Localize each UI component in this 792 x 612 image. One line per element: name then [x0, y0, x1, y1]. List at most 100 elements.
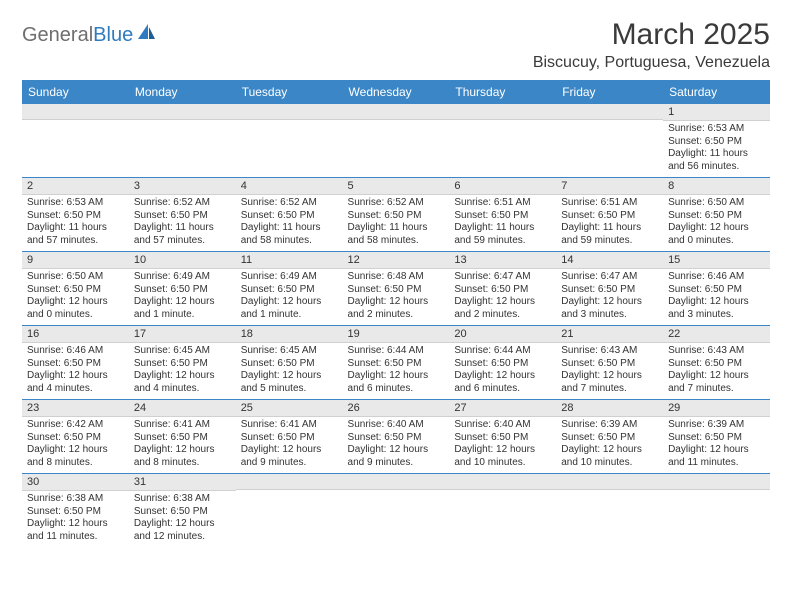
day-line: Sunrise: 6:41 AM	[241, 419, 338, 432]
calendar-cell: 7Sunrise: 6:51 AMSunset: 6:50 PMDaylight…	[556, 178, 663, 252]
day-line: Sunrise: 6:39 AM	[561, 419, 658, 432]
day-line: Sunrise: 6:45 AM	[241, 345, 338, 358]
day-line: Daylight: 12 hours and 2 minutes.	[454, 296, 551, 321]
day-number: 29	[663, 400, 770, 417]
day-line: Sunset: 6:50 PM	[454, 210, 551, 223]
day-content: Sunrise: 6:51 AMSunset: 6:50 PMDaylight:…	[556, 195, 663, 251]
day-content: Sunrise: 6:46 AMSunset: 6:50 PMDaylight:…	[663, 269, 770, 325]
calendar-cell	[449, 474, 556, 548]
sail-icon	[135, 22, 157, 47]
day-line: Daylight: 12 hours and 8 minutes.	[27, 444, 124, 469]
calendar-cell: 3Sunrise: 6:52 AMSunset: 6:50 PMDaylight…	[129, 178, 236, 252]
day-content: Sunrise: 6:53 AMSunset: 6:50 PMDaylight:…	[663, 121, 770, 177]
day-line: Daylight: 12 hours and 6 minutes.	[348, 370, 445, 395]
day-content: Sunrise: 6:46 AMSunset: 6:50 PMDaylight:…	[22, 343, 129, 399]
day-line: Daylight: 11 hours and 59 minutes.	[454, 222, 551, 247]
day-number: 12	[343, 252, 450, 269]
day-line: Sunset: 6:50 PM	[348, 358, 445, 371]
day-line: Daylight: 12 hours and 5 minutes.	[241, 370, 338, 395]
day-number: 31	[129, 474, 236, 491]
day-content: Sunrise: 6:49 AMSunset: 6:50 PMDaylight:…	[129, 269, 236, 325]
day-number: 2	[22, 178, 129, 195]
day-content: Sunrise: 6:45 AMSunset: 6:50 PMDaylight:…	[129, 343, 236, 399]
day-line: Sunrise: 6:51 AM	[561, 197, 658, 210]
day-number: 11	[236, 252, 343, 269]
calendar-cell: 29Sunrise: 6:39 AMSunset: 6:50 PMDayligh…	[663, 400, 770, 474]
day-line: Sunrise: 6:49 AM	[134, 271, 231, 284]
day-content: Sunrise: 6:40 AMSunset: 6:50 PMDaylight:…	[449, 417, 556, 473]
day-line: Sunset: 6:50 PM	[134, 432, 231, 445]
logo: GeneralBlue	[22, 24, 157, 47]
day-line: Sunrise: 6:46 AM	[27, 345, 124, 358]
calendar-cell: 9Sunrise: 6:50 AMSunset: 6:50 PMDaylight…	[22, 252, 129, 326]
day-line: Daylight: 12 hours and 10 minutes.	[454, 444, 551, 469]
day-line: Sunset: 6:50 PM	[561, 284, 658, 297]
day-number	[449, 104, 556, 120]
calendar-cell	[663, 474, 770, 548]
day-line: Sunrise: 6:40 AM	[348, 419, 445, 432]
day-number: 15	[663, 252, 770, 269]
day-number	[343, 104, 450, 120]
day-number: 6	[449, 178, 556, 195]
day-content: Sunrise: 6:43 AMSunset: 6:50 PMDaylight:…	[663, 343, 770, 399]
day-content: Sunrise: 6:50 AMSunset: 6:50 PMDaylight:…	[663, 195, 770, 251]
day-number	[343, 474, 450, 490]
day-line: Sunrise: 6:43 AM	[561, 345, 658, 358]
day-content: Sunrise: 6:49 AMSunset: 6:50 PMDaylight:…	[236, 269, 343, 325]
weekday-header-row: Sunday Monday Tuesday Wednesday Thursday…	[22, 80, 770, 104]
day-line: Sunrise: 6:52 AM	[348, 197, 445, 210]
day-line: Daylight: 12 hours and 1 minute.	[241, 296, 338, 321]
day-line: Sunrise: 6:48 AM	[348, 271, 445, 284]
calendar-cell: 13Sunrise: 6:47 AMSunset: 6:50 PMDayligh…	[449, 252, 556, 326]
calendar-row: 30Sunrise: 6:38 AMSunset: 6:50 PMDayligh…	[22, 474, 770, 548]
day-line: Daylight: 12 hours and 11 minutes.	[668, 444, 765, 469]
calendar-row: 23Sunrise: 6:42 AMSunset: 6:50 PMDayligh…	[22, 400, 770, 474]
day-content	[236, 490, 343, 500]
day-content: Sunrise: 6:42 AMSunset: 6:50 PMDaylight:…	[22, 417, 129, 473]
day-line: Daylight: 12 hours and 12 minutes.	[134, 518, 231, 543]
day-content: Sunrise: 6:47 AMSunset: 6:50 PMDaylight:…	[449, 269, 556, 325]
day-line: Daylight: 12 hours and 8 minutes.	[134, 444, 231, 469]
day-content	[236, 120, 343, 130]
day-number: 20	[449, 326, 556, 343]
day-line: Sunset: 6:50 PM	[241, 358, 338, 371]
logo-text-blue: Blue	[93, 24, 133, 46]
weekday-header: Wednesday	[343, 80, 450, 104]
calendar-cell: 21Sunrise: 6:43 AMSunset: 6:50 PMDayligh…	[556, 326, 663, 400]
day-line: Sunset: 6:50 PM	[561, 432, 658, 445]
day-line: Daylight: 12 hours and 3 minutes.	[668, 296, 765, 321]
calendar-cell	[129, 104, 236, 178]
day-line: Sunrise: 6:38 AM	[134, 493, 231, 506]
day-line: Sunset: 6:50 PM	[454, 432, 551, 445]
day-number	[22, 104, 129, 120]
calendar-cell: 23Sunrise: 6:42 AMSunset: 6:50 PMDayligh…	[22, 400, 129, 474]
calendar-cell: 14Sunrise: 6:47 AMSunset: 6:50 PMDayligh…	[556, 252, 663, 326]
month-title: March 2025	[533, 18, 770, 52]
day-line: Sunset: 6:50 PM	[27, 506, 124, 519]
day-line: Sunset: 6:50 PM	[348, 284, 445, 297]
day-line: Daylight: 12 hours and 4 minutes.	[134, 370, 231, 395]
day-number: 3	[129, 178, 236, 195]
day-number: 25	[236, 400, 343, 417]
calendar-cell: 18Sunrise: 6:45 AMSunset: 6:50 PMDayligh…	[236, 326, 343, 400]
calendar-cell	[236, 474, 343, 548]
day-line: Sunrise: 6:45 AM	[134, 345, 231, 358]
day-line: Sunset: 6:50 PM	[134, 284, 231, 297]
day-line: Sunset: 6:50 PM	[668, 358, 765, 371]
day-content	[22, 120, 129, 130]
weekday-header: Friday	[556, 80, 663, 104]
calendar-cell: 12 Sunrise: 6:48 AMSunset: 6:50 PMDayligh…	[343, 252, 450, 326]
day-number: 21	[556, 326, 663, 343]
day-number: 8	[663, 178, 770, 195]
day-number: 26	[343, 400, 450, 417]
title-block: March 2025 Biscucuy, Portuguesa, Venezue…	[533, 18, 770, 72]
day-number: 22	[663, 326, 770, 343]
day-content	[449, 120, 556, 130]
weekday-header: Monday	[129, 80, 236, 104]
day-line: Sunset: 6:50 PM	[668, 284, 765, 297]
calendar-cell: 2Sunrise: 6:53 AMSunset: 6:50 PMDaylight…	[22, 178, 129, 252]
day-line: Sunset: 6:50 PM	[668, 136, 765, 149]
day-line: Daylight: 12 hours and 2 minutes.	[348, 296, 445, 321]
day-number: 24	[129, 400, 236, 417]
day-line: Daylight: 12 hours and 3 minutes.	[561, 296, 658, 321]
